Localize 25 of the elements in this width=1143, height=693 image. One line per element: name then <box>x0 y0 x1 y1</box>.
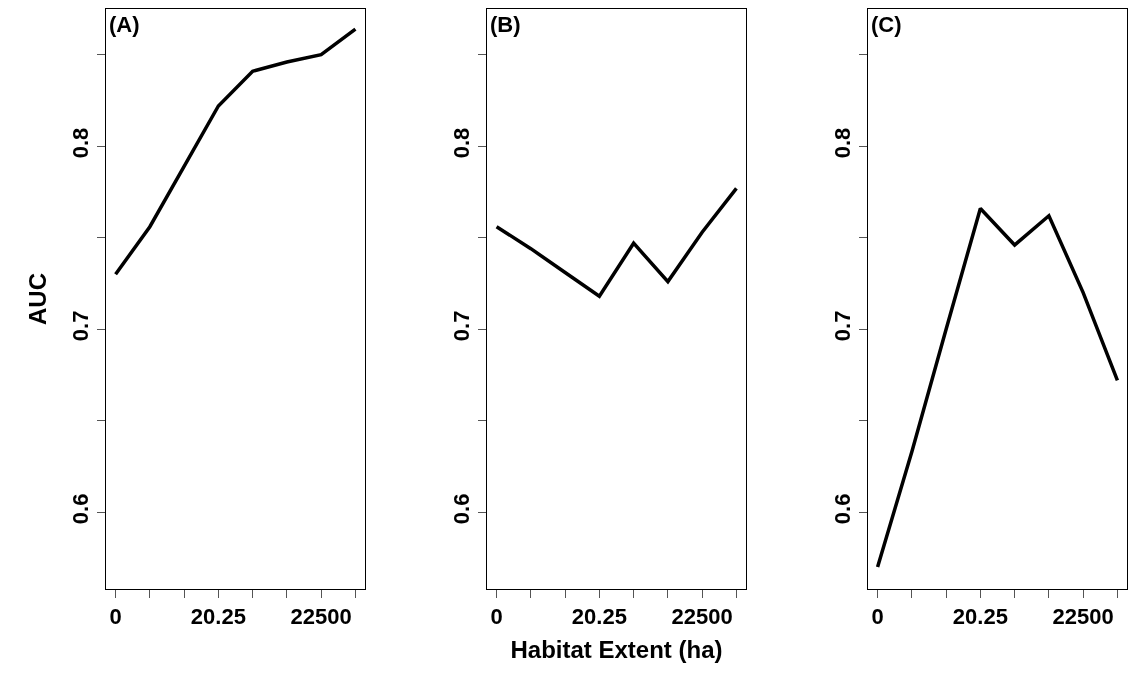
y-tick-label: 0.8 <box>830 127 856 159</box>
y-tick-label: 0.7 <box>830 310 856 342</box>
x-tick-label: 20.25 <box>190 604 246 630</box>
line-series <box>875 206 1120 569</box>
chart-title: (B) <box>490 12 521 37</box>
chart-title: (A) <box>109 12 140 37</box>
y-tick-label: 0.6 <box>830 493 856 525</box>
y-tick-label: 0.7 <box>68 310 94 342</box>
x-tick-label: 22500 <box>1052 604 1114 630</box>
x-tick-label: 20.25 <box>571 604 627 630</box>
x-axis-title: Habitat Extent (ha) <box>510 635 723 663</box>
y-axis-title: AUC <box>24 273 52 325</box>
y-tick-label: 0.8 <box>68 127 94 159</box>
y-tick-label: 0.6 <box>68 493 94 525</box>
x-tick-label: 22500 <box>290 604 352 630</box>
x-tick-label: 20.25 <box>952 604 1008 630</box>
x-tick-label: 22500 <box>671 604 733 630</box>
chart-title: (C) <box>871 12 902 37</box>
x-tick-label: 0 <box>871 604 884 630</box>
line-series <box>494 186 739 299</box>
y-tick-label: 0.8 <box>449 127 475 159</box>
y-tick-label: 0.7 <box>449 310 475 342</box>
x-tick-label: 0 <box>109 604 122 630</box>
y-tick-label: 0.6 <box>449 493 475 525</box>
x-tick-label: 0 <box>490 604 503 630</box>
